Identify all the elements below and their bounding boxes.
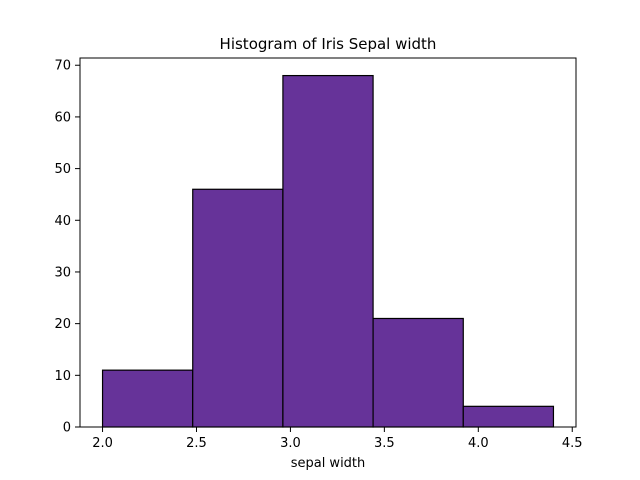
plot-frame	[79, 57, 577, 428]
x-tick-label: 2.5	[186, 436, 207, 451]
x-tick-label: 4.0	[468, 436, 489, 451]
histogram-bar-2	[192, 188, 284, 428]
chart-title: Histogram of Iris Sepal width	[220, 35, 437, 53]
x-tick-label: 2.0	[92, 436, 113, 451]
y-tick-label: 10	[54, 369, 71, 384]
y-tick-label: 30	[54, 265, 71, 280]
histogram-bar-5	[462, 405, 555, 428]
bars-layer	[101, 74, 555, 428]
x-tick-label: 3.5	[374, 436, 395, 451]
x-axis-ticks: 2.0 2.5 3.0 3.5 4.0 4.5	[92, 427, 583, 451]
y-tick-label: 0	[63, 421, 71, 436]
x-tick-label: 3.0	[280, 436, 301, 451]
y-tick-label: 60	[54, 110, 71, 125]
y-tick-label: 40	[54, 214, 71, 229]
y-tick-label: 50	[54, 162, 71, 177]
y-axis-ticks: 0 10 20 30 40 50 60 70	[54, 59, 80, 436]
histogram-bar-4	[372, 317, 464, 428]
y-tick-label: 70	[54, 59, 71, 74]
histogram-bar-3	[282, 74, 374, 428]
y-tick-label: 20	[54, 317, 71, 332]
histogram-bar-1	[101, 369, 194, 428]
x-tick-label: 4.5	[562, 436, 583, 451]
x-axis-label: sepal width	[291, 456, 366, 471]
